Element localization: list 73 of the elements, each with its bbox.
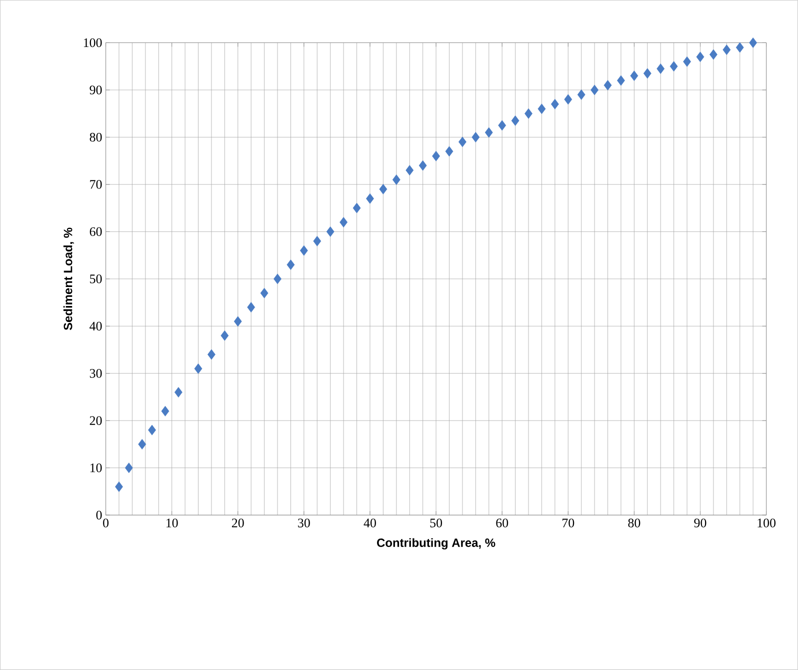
y-tick-label: 90 [90, 86, 102, 94]
point [418, 160, 427, 171]
y-tick-label: 10 [90, 464, 102, 472]
x-tick-label: 70 [562, 518, 574, 528]
point [670, 61, 678, 72]
point [300, 245, 308, 256]
point [406, 165, 414, 176]
point [498, 120, 506, 131]
point [432, 150, 440, 162]
point [590, 84, 599, 96]
x-tick-label: 100 [758, 518, 776, 528]
y-tick-label: 20 [90, 416, 102, 426]
point [550, 98, 559, 110]
point [445, 146, 454, 157]
point [722, 44, 731, 56]
y-tick-label: 0 [96, 510, 102, 520]
y-tick-label: 70 [90, 180, 102, 189]
point [511, 116, 520, 126]
point [472, 132, 480, 142]
point [736, 42, 744, 53]
point [630, 70, 638, 82]
y-tick-label: 80 [90, 132, 102, 142]
point [656, 64, 665, 74]
point [352, 202, 361, 214]
x-tick-label: 60 [496, 518, 508, 528]
x-tick-label: 50 [430, 518, 442, 528]
point [643, 68, 652, 79]
point [260, 288, 268, 298]
point [524, 108, 532, 119]
point [124, 462, 133, 474]
x-tick-label: 0 [103, 518, 109, 528]
point [683, 56, 691, 67]
point [247, 302, 256, 312]
point [379, 184, 388, 194]
point [604, 80, 612, 90]
point [208, 349, 216, 360]
point [138, 439, 146, 450]
x-tick-label: 80 [628, 518, 640, 528]
x-tick-label: 10 [166, 518, 178, 528]
point [326, 226, 334, 237]
point [340, 217, 348, 228]
x-tick-label: 20 [232, 518, 244, 528]
y-tick-label: 40 [90, 322, 102, 331]
point [617, 75, 625, 86]
point [220, 330, 229, 341]
point [286, 260, 295, 270]
y-tick-label: 100 [84, 38, 102, 48]
y-axis-title: Sediment Load, % [63, 228, 74, 330]
point [749, 38, 758, 48]
point [161, 406, 170, 416]
y-tick-label: 50 [90, 274, 102, 284]
point [577, 90, 586, 100]
point [174, 387, 182, 398]
point [709, 49, 718, 60]
x-tick-label: 40 [364, 518, 376, 528]
point [234, 316, 242, 327]
x-tick-label: 90 [694, 518, 706, 528]
point [458, 136, 466, 148]
point [696, 52, 704, 62]
y-tick-label: 60 [90, 227, 102, 236]
point [392, 174, 400, 185]
point [313, 236, 322, 246]
point [564, 94, 572, 105]
point [366, 193, 374, 204]
point [538, 104, 546, 114]
point [194, 363, 202, 374]
y-tick-label: 30 [90, 369, 102, 378]
point [115, 482, 123, 492]
x-axis-title: Contributing Area, % [377, 538, 496, 550]
point [148, 424, 156, 436]
point [274, 274, 282, 284]
point [484, 127, 493, 138]
x-tick-label: 30 [298, 518, 310, 528]
